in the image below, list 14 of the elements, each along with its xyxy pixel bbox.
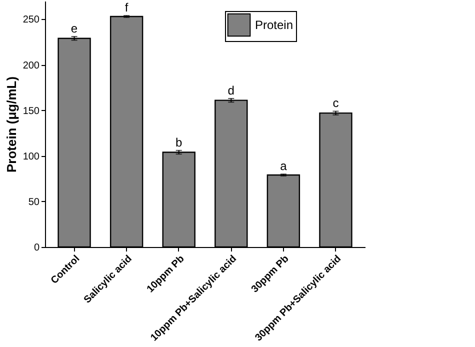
annotation: a [280,159,288,174]
y-tick-label: 100 [22,151,40,162]
legend-label: Protein [255,18,294,32]
y-tick-label: 250 [22,14,40,26]
annotation: c [332,96,339,110]
annotation: d [228,83,234,98]
y-tick-label: 150 [22,106,40,117]
annotation: b [176,135,183,150]
annotation: e [70,22,78,36]
y-tick-label: 200 [22,60,40,72]
y-tick-label: 0 [34,242,40,254]
y-tick-label: 50 [28,196,40,208]
y-axis-title: Protein (μg/mL) [4,76,19,173]
annotation: f [124,0,129,15]
